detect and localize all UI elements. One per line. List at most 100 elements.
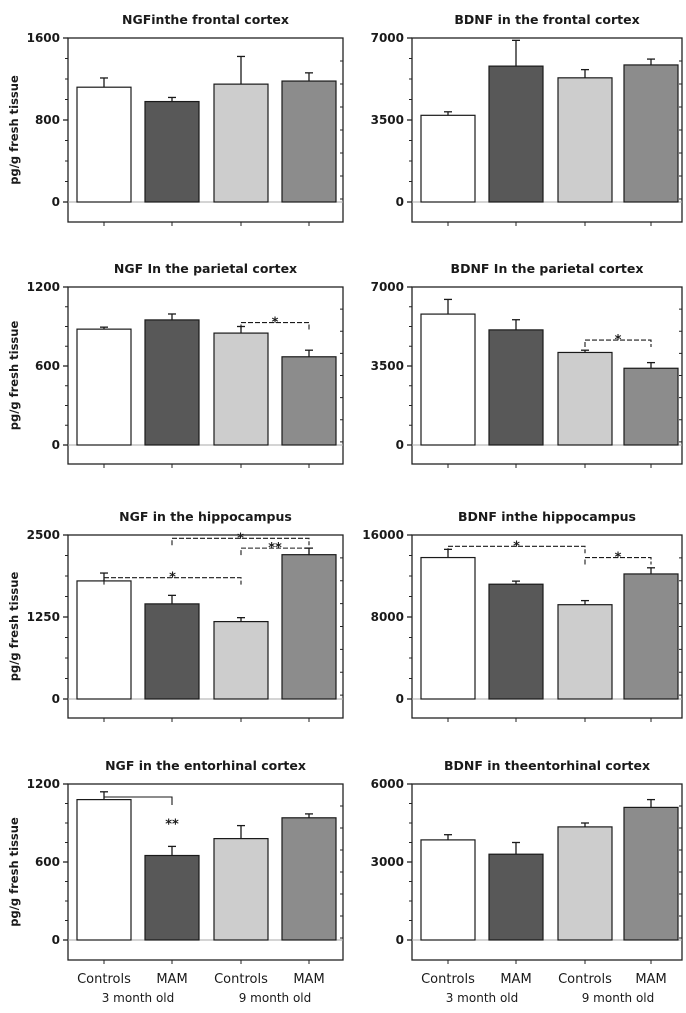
y-tick-label: 600	[35, 855, 60, 869]
y-tick-label: 0	[396, 692, 404, 706]
bar	[281, 817, 337, 941]
significance-bracket	[584, 557, 652, 565]
category-label-right-1: Controls	[421, 972, 475, 987]
chart-title: BDNF In the parietal cortex	[451, 261, 644, 276]
y-tick-label: 1250	[27, 610, 60, 624]
bar	[623, 573, 679, 700]
bar	[144, 854, 200, 941]
bar	[76, 328, 132, 446]
bar	[557, 77, 613, 203]
significance-bracket	[584, 339, 652, 348]
y-tick-label: 8000	[371, 610, 404, 624]
chart-panel: 0 800 1600 NGFinthe frontal cortex pg/g fres…	[7, 12, 344, 226]
significance-marker: *	[272, 316, 279, 331]
category-label-left-4: MAM	[293, 972, 324, 987]
significance-marker: *	[237, 531, 244, 546]
x-axis-category-footer: Controls MAM Controls MAM 3 month old 9 …	[77, 972, 667, 1005]
significance-bracket	[240, 547, 310, 556]
y-tick-label: 3500	[371, 359, 404, 373]
chart-panel: 0 3000 6000 BDNF in theentorhinal cortex	[371, 758, 683, 964]
chart-panel: 0 3500 7000 BDNF in the frontal cortex	[371, 12, 683, 226]
significance-marker: **	[268, 541, 282, 556]
panels-layer: 0 800 1600 NGFinthe frontal cortex pg/g fres…	[7, 12, 683, 964]
y-tick-label: 600	[35, 359, 60, 373]
bar	[420, 556, 476, 700]
category-label-right-4: MAM	[635, 972, 666, 987]
bar	[557, 826, 613, 941]
bar	[557, 604, 613, 700]
bar	[144, 319, 200, 446]
category-label-left-1: Controls	[77, 972, 131, 987]
bar	[144, 603, 200, 700]
bar	[213, 837, 269, 941]
chart-panel: 0 600 1200 NGF In the parietal cortex pg/g f…	[7, 261, 344, 468]
chart-title: NGFinthe frontal cortex	[122, 12, 289, 27]
y-tick-label: 3000	[371, 855, 404, 869]
y-tick-label: 0	[52, 933, 60, 947]
chart-title: NGF in the entorhinal cortex	[105, 758, 306, 773]
category-label-left-2: MAM	[156, 972, 187, 987]
y-tick-label: 6000	[371, 777, 404, 791]
y-axis-label: pg/g fresh tissue	[7, 75, 21, 185]
group-label-left-2: 9 month old	[239, 991, 312, 1005]
y-tick-label: 0	[52, 692, 60, 706]
chart-panel: 0 1250 2500 NGF in the hippocampus pg/g fres…	[7, 509, 344, 722]
category-label-right-2: MAM	[500, 972, 531, 987]
chart-title: BDNF inthe hippocampus	[458, 509, 636, 524]
significance-marker: **	[165, 817, 179, 832]
bar	[213, 332, 269, 446]
bar	[144, 100, 200, 203]
bar	[213, 620, 269, 700]
bar	[623, 806, 679, 941]
group-label-right-1: 3 month old	[446, 991, 519, 1005]
significance-bracket	[171, 537, 310, 546]
y-tick-label: 0	[52, 195, 60, 209]
bar	[281, 356, 337, 446]
y-axis-label: pg/g fresh tissue	[7, 321, 21, 431]
y-tick-label: 0	[396, 195, 404, 209]
significance-marker: *	[615, 551, 622, 566]
y-tick-label: 0	[52, 438, 60, 452]
category-label-right-3: Controls	[558, 972, 612, 987]
y-tick-label: 16000	[362, 528, 404, 542]
bar	[488, 329, 544, 446]
bar	[420, 313, 476, 446]
bar	[420, 114, 476, 203]
y-tick-label: 1600	[27, 31, 60, 45]
significance-marker: *	[169, 571, 176, 586]
bar	[281, 554, 337, 700]
bar	[76, 580, 132, 700]
bar	[488, 65, 544, 203]
chart-panel: 0 600 1200 NGF in the entorhinal cortex pg/g…	[7, 758, 344, 964]
bar	[76, 86, 132, 203]
group-label-right-2: 9 month old	[582, 991, 655, 1005]
bar	[420, 839, 476, 941]
y-tick-label: 7000	[371, 31, 404, 45]
y-tick-label: 800	[35, 113, 60, 127]
chart-title: BDNF in the frontal cortex	[454, 12, 639, 27]
chart-title: BDNF in theentorhinal cortex	[444, 758, 650, 773]
chart-panel: 0 3500 7000 BDNF In the parietal cortex *	[371, 261, 683, 468]
y-tick-label: 7000	[371, 280, 404, 294]
bar	[488, 853, 544, 941]
bar	[281, 80, 337, 203]
significance-marker: *	[615, 333, 622, 348]
y-tick-label: 2500	[27, 528, 60, 542]
significance-marker: *	[513, 539, 520, 554]
y-tick-label: 3500	[371, 113, 404, 127]
chart-title: NGF in the hippocampus	[119, 509, 292, 524]
bar	[213, 83, 269, 203]
y-tick-label: 0	[396, 933, 404, 947]
bar	[557, 351, 613, 446]
bar	[623, 64, 679, 203]
y-axis-label: pg/g fresh tissue	[7, 572, 21, 682]
chart-title: NGF In the parietal cortex	[114, 261, 297, 276]
category-label-left-3: Controls	[214, 972, 268, 987]
y-tick-label: 0	[396, 438, 404, 452]
bar	[623, 367, 679, 446]
significance-bracket	[240, 322, 310, 330]
bar	[488, 583, 544, 700]
y-axis-label: pg/g fresh tissue	[7, 817, 21, 927]
